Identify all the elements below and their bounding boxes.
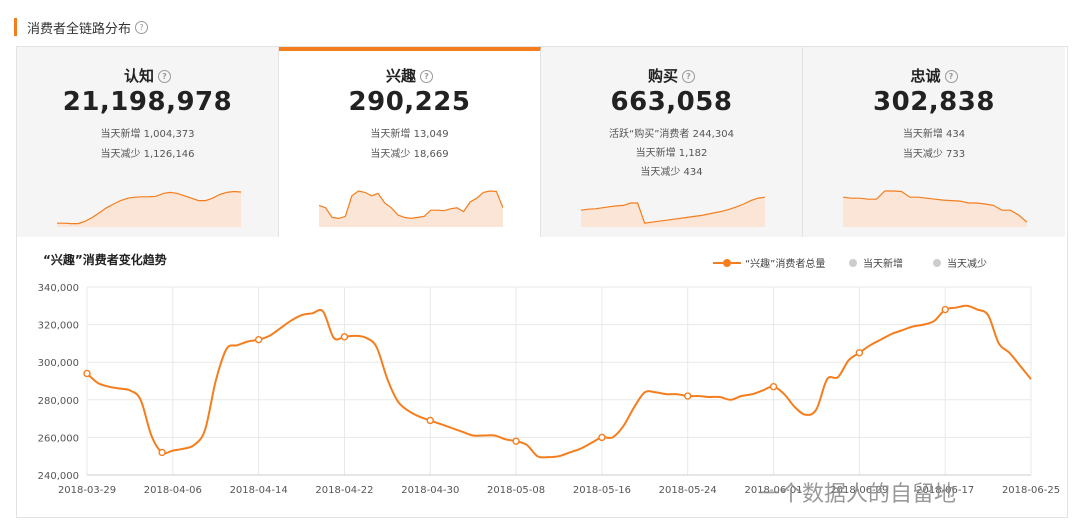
question-icon[interactable]: ?: [135, 20, 149, 34]
funnel-panel: 认知? 21,198,978 当天新增 1,004,373 当天减少 1,126…: [16, 46, 1068, 518]
card-value: 21,198,978: [62, 87, 233, 117]
legend-item-new[interactable]: 当天新增: [843, 255, 903, 270]
y-tick-label: 260,000: [38, 433, 79, 444]
sparkline-area: [57, 191, 241, 227]
x-tick-label: 2018-04-22: [315, 485, 373, 496]
watermark: 一个数据人的自留地: [758, 482, 957, 507]
legend-label: 当天新增: [863, 259, 903, 270]
sparkline-line: [57, 190, 241, 225]
data-point[interactable]: [941, 305, 949, 314]
sparkline-line: [843, 190, 1027, 223]
card-stat: 当天新增 1,182: [635, 148, 708, 159]
sparkline-loyalty: [843, 190, 1027, 227]
legend-line: [731, 261, 741, 264]
question-icon[interactable]: ?: [682, 70, 695, 83]
card-loyalty[interactable]: 忠诚? 302,838 当天新增 434 当天减少 733: [803, 47, 1065, 237]
sparkline-area: [319, 191, 503, 227]
card-awareness[interactable]: 认知? 21,198,978 当天新增 1,004,373 当天减少 1,126…: [17, 47, 279, 237]
card-value: 663,058: [610, 87, 733, 117]
card-stat: 当天新增 13,049: [370, 129, 449, 140]
x-tick-label: 2018-05-16: [573, 485, 631, 496]
section-accent-bar: [14, 18, 17, 36]
card-value: 302,838: [873, 87, 995, 117]
legend-dot: [933, 258, 941, 267]
x-tick-label: 2018-06-09: [830, 485, 888, 496]
sparkline-area: [581, 197, 765, 227]
legend-item-total[interactable]: “兴趣”消费者总量: [713, 255, 825, 270]
data-point[interactable]: [340, 333, 349, 341]
y-tick-label: 280,000: [38, 396, 79, 407]
y-tick-label: 300,000: [38, 358, 79, 369]
trend-chart: 340,000 320,000 300,000 280,000 260,000 240,0…: [38, 283, 1060, 496]
sparkline-line: [319, 190, 503, 220]
sparkline-interest: [319, 190, 503, 227]
data-point[interactable]: [684, 392, 692, 400]
x-tick-label: 2018-06-25: [1002, 485, 1060, 496]
card-stat: 当天新增 434: [902, 129, 966, 140]
sparkline-line: [581, 196, 765, 224]
card-stat: 当天新增 1,004,373: [100, 129, 195, 140]
card-value: 290,225: [348, 87, 471, 117]
card-stat: 当天减少 434: [640, 167, 703, 178]
card-stat: 当天减少 733: [902, 149, 966, 160]
legend-line: [713, 261, 723, 264]
legend-dot: [849, 258, 857, 267]
legend-label: 当天减少: [947, 259, 987, 270]
x-tick-label: 2018-05-08: [487, 485, 545, 496]
sparkline-area: [843, 191, 1027, 227]
y-tick-label: 320,000: [38, 321, 79, 332]
card-title: 兴趣: [385, 67, 416, 85]
card-stat: 当天减少 1,126,146: [100, 149, 195, 160]
card-stat: 活跃“购买”消费者 244,304: [609, 129, 734, 140]
section-title: 消费者全链路分布: [27, 21, 132, 37]
card-title: 认知: [123, 67, 154, 85]
data-point[interactable]: [598, 433, 606, 442]
card-interest[interactable]: 兴趣? 290,225 当天新增 13,049 当天减少 18,669: [279, 47, 541, 237]
x-tick-label: 2018-06-01: [744, 485, 802, 496]
legend-item-decrease[interactable]: 当天减少: [927, 255, 987, 270]
sparkline-purchase: [581, 196, 765, 227]
x-tick-label: 2018-03-29: [58, 485, 116, 496]
y-tick-label: 240,000: [38, 471, 79, 482]
data-point[interactable]: [254, 335, 263, 344]
x-tick-label: 2018-04-14: [230, 485, 288, 496]
card-purchase[interactable]: 购买? 663,058 活跃“购买”消费者 244,304 当天新增 1,182…: [541, 47, 803, 237]
data-point[interactable]: [855, 349, 864, 357]
sparkline-awareness: [57, 190, 241, 227]
question-icon[interactable]: ?: [420, 70, 433, 83]
data-point[interactable]: [769, 382, 778, 391]
y-tick-label: 340,000: [38, 283, 79, 294]
card-stat: 当天减少 18,669: [370, 149, 449, 160]
data-point[interactable]: [158, 448, 166, 457]
x-tick-label: 2018-05-24: [659, 485, 717, 496]
funnel-cards: 认知? 21,198,978 当天新增 1,004,373 当天减少 1,126…: [17, 47, 1067, 237]
card-title: 购买: [647, 67, 678, 85]
data-point[interactable]: [426, 416, 434, 425]
section-header: 消费者全链路分布 ?: [14, 17, 149, 37]
card-title: 忠诚: [910, 67, 941, 85]
x-tick-label: 2018-04-06: [144, 485, 202, 496]
legend-label: “兴趣”消费者总量: [745, 259, 826, 270]
data-point[interactable]: [83, 369, 91, 378]
series-line-interest-total: [86, 304, 1032, 459]
question-icon[interactable]: ?: [158, 70, 171, 83]
x-tick-label: 2018-06-17: [916, 485, 974, 496]
legend-dot: [723, 258, 731, 267]
x-tick-label: 2018-04-30: [401, 485, 459, 496]
question-icon[interactable]: ?: [944, 70, 958, 83]
chart-title: “兴趣”消费者变化趋势: [43, 253, 167, 267]
data-point[interactable]: [512, 437, 520, 445]
